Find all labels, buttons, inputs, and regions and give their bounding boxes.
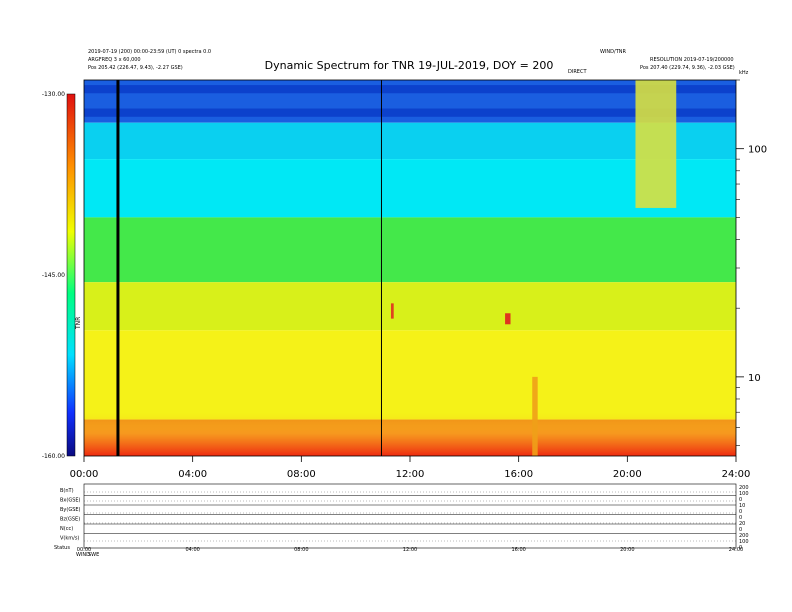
aux-row-label: Bz(GSE): [60, 517, 80, 523]
aux-right-tick: 0: [739, 545, 742, 551]
band-2: [84, 159, 736, 218]
y-tick-label: 100: [748, 145, 767, 156]
aux-x-tick: 16:00: [511, 547, 525, 553]
aux-x-tick: 12:00: [403, 547, 417, 553]
x-tick-label: 00:00: [70, 469, 99, 480]
event-0: [390, 303, 394, 319]
event-3: [532, 376, 538, 456]
aux-right-tick: 0: [739, 497, 742, 503]
x-tick-label: 08:00: [287, 469, 316, 480]
aux-row-label: By(GSE): [60, 507, 81, 513]
aux-status-label: Status: [54, 545, 70, 551]
colorbar-label: TNR: [75, 317, 82, 330]
aux-right-tick: 0: [739, 509, 742, 515]
event-2: [635, 80, 677, 208]
y-axis-top-label: kHz: [739, 70, 749, 76]
aux-x-tick: 20:00: [620, 547, 634, 553]
band-3: [84, 217, 736, 283]
header-right-line-1: WIND/TNR: [600, 49, 626, 55]
x-tick-label: 24:00: [722, 469, 751, 480]
band-5: [84, 330, 736, 420]
aux-row-label: Bx(GSE): [60, 498, 81, 504]
colorbar: [66, 93, 76, 457]
aux-x-tick: 08:00: [294, 547, 308, 553]
aux-right-tick: 200: [739, 485, 749, 491]
header-right-line-3: Pos 207.40 (229.74, 9.36), -2.03 GSE): [640, 65, 735, 71]
x-tick-label: 16:00: [504, 469, 533, 480]
aux-row-label: V(km/s): [60, 536, 79, 542]
header-left-line-2: ARGFREQ 3 x 60,000: [88, 57, 141, 63]
header-center-small: DIRECT: [568, 69, 587, 75]
aux-right-tick: 10: [739, 503, 745, 509]
dark-stripe-0: [84, 85, 736, 94]
header-left-line-1: 2019-07-19 (200) 00:00-23:59 (UT) 0 spec…: [88, 49, 211, 55]
aux-right-tick: 0: [739, 527, 742, 533]
chart-title: Dynamic Spectrum for TNR 19-JUL-2019, DO…: [265, 59, 554, 72]
x-tick-label: 12:00: [396, 469, 425, 480]
aux-x-tick: 00:00: [77, 547, 91, 553]
x-tick-label: 04:00: [178, 469, 207, 480]
aux-footer-left: WIND: [76, 552, 90, 558]
event-1: [505, 313, 511, 325]
aux-right-tick: 20: [739, 521, 745, 527]
aux-row-label: B(nT): [60, 488, 74, 494]
colorbar-tick-label: -145.00: [42, 272, 65, 279]
colorbar-tick-label: -160.00: [42, 453, 65, 460]
header-right-line-2: RESOLUTION 2019-07-19/200000: [650, 57, 734, 63]
aux-x-tick: 24:00: [729, 547, 743, 553]
spectrum-heatmap: [84, 80, 736, 456]
aux-x-tick: 04:00: [185, 547, 199, 553]
band-4: [84, 282, 736, 331]
colorbar-ticks: -130.00 -145.00 -160.00: [42, 91, 65, 460]
y-tick-label: 10: [748, 373, 761, 384]
header-left-line-3: Pos 205.42 (226.47, 9.43), -2.27 GSE): [88, 65, 183, 71]
x-axis: 00:00 04:00 08:00 12:00 16:00 20:00 24:00: [70, 456, 751, 480]
colorbar-tick-label: -130.00: [42, 91, 65, 98]
y-axis-right: 100 10: [736, 79, 767, 446]
band-bottom-gradient: [84, 411, 736, 456]
aux-right-tick: 0: [739, 515, 742, 521]
aux-right-tick: 100: [739, 491, 749, 497]
aux-right-tick: 200: [739, 533, 749, 539]
dark-stripe-1: [84, 108, 736, 117]
aux-frame: [83, 483, 737, 549]
band-1: [84, 122, 736, 160]
aux-panel: B(nT) Bx(GSE) By(GSE) Bz(GSE) N(cc) V(km/s) St…: [54, 485, 749, 558]
aux-right-tick: 100: [739, 539, 749, 545]
aux-footer-small: SWE: [88, 552, 99, 558]
aux-row-label: N(cc): [60, 526, 73, 532]
x-tick-label: 20:00: [613, 469, 642, 480]
